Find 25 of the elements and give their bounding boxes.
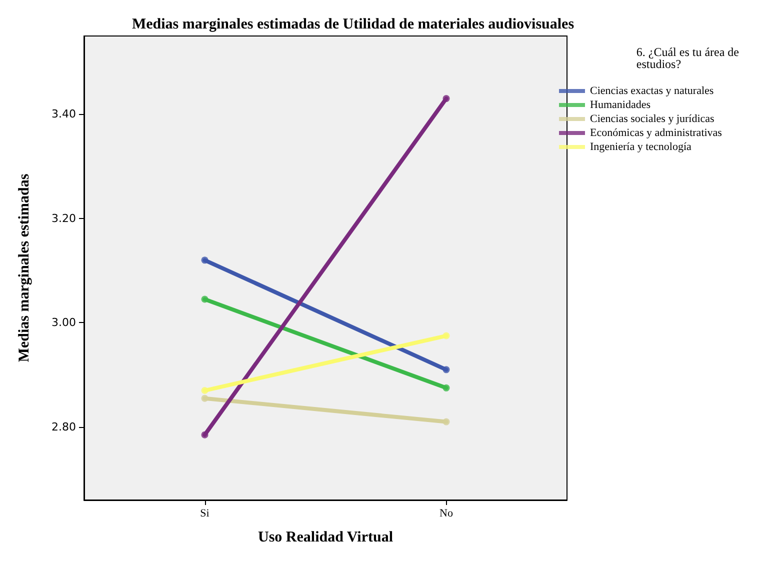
legend-label: Ingeniería y tecnología: [590, 141, 692, 153]
point: [201, 296, 208, 303]
legend-label: Económicas y administrativas: [590, 127, 722, 139]
x-tick-label: No: [440, 508, 454, 520]
x-axis-title: Uso Realidad Virtual: [258, 530, 394, 546]
point: [442, 95, 450, 102]
y-tick-label: 2.80: [52, 420, 76, 434]
point: [442, 332, 450, 340]
legend-label: Humanidades: [590, 99, 650, 111]
point: [201, 256, 208, 264]
point: [442, 384, 450, 392]
y-tick-label: 3.00: [52, 316, 76, 330]
point: [442, 366, 450, 374]
x-tick-label: Si: [200, 508, 210, 520]
y-axis-title: Medias marginales estimadas: [16, 174, 32, 362]
point: [201, 431, 208, 438]
y-tick-label: 3.20: [52, 212, 76, 225]
legend-label: Ciencias sociales y jurídicas: [590, 113, 714, 125]
legend-title: 6. ¿Cuál es tu área de estudios?: [636, 45, 742, 71]
legend-label: Ciencias exactas y naturales: [590, 85, 714, 97]
point: [442, 418, 450, 426]
y-tick-label: 3.40: [52, 108, 76, 121]
point: [201, 394, 208, 402]
point: [201, 387, 208, 394]
chart-title: Medias marginales estimadas de Utilidad de materiales audiovisuales: [132, 16, 574, 32]
